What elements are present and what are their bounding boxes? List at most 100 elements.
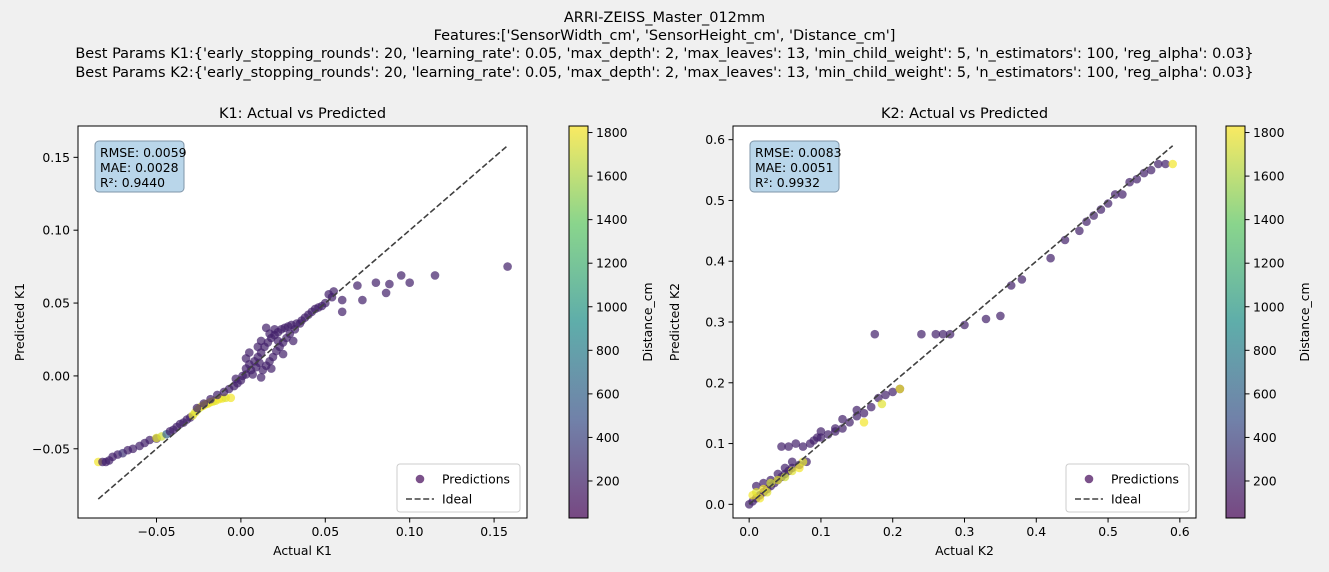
x-tick-label: 0.4	[1026, 524, 1046, 539]
data-point	[1154, 159, 1163, 169]
x-tick-label: 0.2	[883, 524, 903, 539]
data-point	[996, 311, 1005, 321]
data-point	[288, 336, 298, 346]
data-point	[231, 374, 241, 384]
y-tick-label: 0.1	[705, 436, 725, 451]
y-axis-label: Predicted K1	[12, 283, 27, 361]
data-point	[859, 408, 869, 418]
data-point	[931, 329, 941, 339]
data-point	[791, 439, 801, 448]
colorbar-tick-label: 600	[1253, 386, 1277, 401]
data-point	[273, 336, 283, 346]
colorbar-frame	[568, 125, 589, 519]
data-point	[192, 403, 202, 413]
stats-box	[749, 140, 840, 193]
colorbar	[569, 126, 588, 518]
data-point	[381, 288, 391, 298]
legend-box	[396, 463, 521, 513]
data-point	[256, 336, 266, 346]
data-point	[838, 424, 847, 433]
y-tick-label: 0.5	[705, 193, 725, 208]
data-point	[866, 402, 876, 412]
data-point	[396, 271, 406, 280]
x-axis-label: Actual K1	[273, 543, 332, 558]
y-tick-label: 0.2	[705, 375, 725, 390]
legend-label-ideal: Ideal	[442, 492, 472, 507]
colorbar-frame	[1225, 125, 1246, 519]
data-point	[145, 435, 154, 445]
x-tick-label: 0.00	[227, 524, 255, 539]
data-point	[859, 418, 869, 427]
x-tick-label: 0.10	[396, 524, 424, 539]
data-point	[798, 442, 808, 451]
figure-title-line-1: ARRI-ZEISS_Master_012mm	[564, 10, 765, 26]
data-point	[895, 384, 905, 394]
data-point	[773, 469, 783, 479]
stats-line: R²: 0.9440	[100, 175, 165, 190]
colorbar	[1226, 126, 1245, 518]
colorbar-label: Distance_cm	[1297, 282, 1312, 361]
colorbar-tick-label: 1000	[596, 299, 628, 314]
data-point	[329, 287, 339, 296]
data-point	[405, 278, 415, 288]
legend-label-predictions: Predictions	[1111, 472, 1179, 487]
colorbar-tick-label: 200	[1253, 473, 1277, 488]
y-axis-label: Predicted K2	[667, 283, 682, 361]
axes-frame	[77, 125, 528, 519]
data-point	[503, 262, 512, 271]
data-point	[385, 279, 394, 289]
stats-line: MAE: 0.0028	[100, 160, 179, 175]
colorbar-tick-label: 1200	[596, 256, 628, 271]
data-point	[752, 481, 761, 491]
data-point	[777, 442, 786, 451]
data-point	[917, 329, 926, 339]
figure-title-line-2: Features:['SensorWidth_cm', 'SensorHeigh…	[434, 28, 896, 44]
data-point	[213, 390, 222, 400]
data-point	[152, 433, 161, 443]
k2-scatter-panel: 0.0 0.1 0.2 0.3 0.4 0.5 0.6 0.0 0.1 0.2 0.3 0.4 0.5 0…	[667, 106, 1312, 558]
data-point	[430, 271, 440, 280]
data-point	[759, 478, 768, 488]
data-point	[241, 354, 251, 363]
stats-line: MAE: 0.0051	[755, 160, 833, 175]
y-tick-label: 0.00	[42, 368, 70, 383]
data-point	[877, 399, 887, 409]
y-tick-label: 0.0	[705, 497, 725, 512]
axes-title: K2: Actual vs Predicted	[881, 106, 1048, 122]
colorbar-tick-label: 400	[1253, 430, 1277, 445]
stats-line: R²: 0.9932	[755, 175, 820, 190]
legend-marker-predictions	[1084, 474, 1094, 484]
figure-title-line-3: Best Params K1:{'early_stopping_rounds':…	[75, 46, 1253, 62]
data-point	[248, 370, 257, 379]
legend-label-ideal: Ideal	[1111, 492, 1141, 507]
legend-label-predictions: Predictions	[442, 472, 510, 487]
figure-title-line-4: Best Params K2:{'early_stopping_rounds':…	[75, 65, 1253, 81]
colorbar-tick-label: 1200	[1253, 256, 1285, 271]
data-point	[1075, 226, 1084, 236]
data-point	[337, 307, 347, 317]
colorbar-tick-label: 1400	[596, 212, 628, 227]
data-point	[278, 349, 288, 359]
x-tick-label: 0.3	[955, 524, 975, 539]
data-point	[816, 427, 826, 436]
x-tick-label: −0.05	[137, 524, 175, 539]
data-point	[1060, 235, 1070, 245]
data-point	[1132, 174, 1142, 184]
colorbar-tick-label: 1600	[596, 169, 628, 184]
x-tick-label: 0.1	[811, 524, 831, 539]
y-tick-label: 0.3	[705, 315, 725, 330]
data-point	[938, 329, 948, 339]
k1-scatter-panel: −0.05 0.00 0.05 0.10 0.15 −0.05 0.00 0.05 0.10 0.…	[12, 106, 655, 558]
data-point	[981, 314, 991, 324]
x-tick-label: 0.6	[1170, 524, 1190, 539]
data-point	[371, 278, 381, 288]
data-point	[870, 329, 880, 339]
x-tick-label: 0.0	[739, 524, 759, 539]
data-point	[1146, 165, 1156, 175]
stats-line: RMSE: 0.0083	[755, 145, 841, 160]
colorbar-tick-label: 1800	[596, 125, 628, 140]
data-point	[1139, 168, 1149, 178]
data-point	[353, 281, 362, 290]
legend-marker-predictions	[415, 474, 425, 484]
